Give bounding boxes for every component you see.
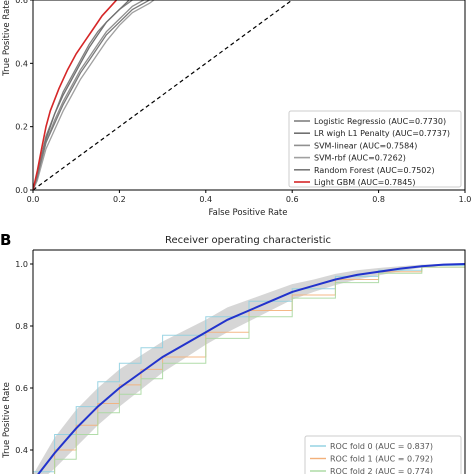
panel-a-legend-box [288, 110, 462, 188]
panel-b-legend-entry: ROC fold 1 (AUC = 0.792) [330, 455, 433, 464]
panel-b-ytick-label: 0.4 [15, 446, 28, 455]
panel-b-legend-entry: ROC fold 0 (AUC = 0.837) [330, 442, 433, 451]
panel-a-frame [32, 0, 466, 191]
panel-b-frame [32, 249, 466, 474]
panel-a-legend-entry: LR wigh L1 Penalty (AUC=0.7737) [314, 129, 450, 138]
panel-a-xtick-label: 0.4 [199, 195, 212, 204]
panel-a-series-line-3 [32, 0, 156, 191]
panel-b-mean-series [37, 263, 466, 474]
panel-a-xtick-label: 1.0 [459, 195, 472, 204]
panel-a-legend-entry: Logistic Regressio (AUC=0.7730) [314, 117, 446, 126]
panel-b-legend: ROC fold 0 (AUC = 0.837) ROC fold 1 (AUC … [304, 435, 462, 474]
panel-a-legend-entry: Light GBM (AUC=0.7845) [314, 178, 416, 187]
panel-a-ytick-label: 0.6 [15, 0, 28, 5]
panel-b-fold-line-2 [54, 264, 466, 474]
panel-a-legend-entry: SVM-rbf (AUC=0.7262) [314, 154, 406, 163]
panel-b-title: Receiver operating characteristic [165, 235, 331, 246]
panel-a-ytick-label: 0.4 [15, 59, 28, 68]
panel-a-legend: Logistic Regressio (AUC=0.7730) LR wigh L… [288, 110, 462, 188]
panel-a-series-line-0 [32, 0, 134, 191]
panel-a-chance-line [32, 0, 293, 191]
panel-a-xticks: 0.0 0.2 0.4 0.6 0.8 1.0 [27, 190, 472, 204]
panel-a-xtick-label: 0.2 [113, 195, 126, 204]
panel-a-chart: True Positive Rate False Positive Rate 0… [2, 0, 471, 218]
panel-a-ytick-label: 0.2 [15, 123, 28, 132]
panel-b-chart: B Receiver operating characteristic True… [0, 231, 466, 474]
panel-b-ytick-label: 0.6 [15, 384, 28, 393]
panel-b-legend-box [304, 435, 462, 474]
panel-b-ylabel: True Positive Rate [2, 382, 12, 459]
panel-a-series-line-1 [32, 0, 131, 191]
panel-a-xtick-label: 0.0 [27, 195, 40, 204]
panel-a-ytick-label: 0.0 [15, 186, 28, 195]
panel-a-xtick-label: 0.6 [286, 195, 299, 204]
panel-a-xlabel: False Positive Rate [209, 208, 288, 218]
panel-a-xtick-label: 0.8 [372, 195, 385, 204]
panel-b-ytick-label: 0.8 [15, 322, 28, 331]
panel-b-letter: B [0, 231, 11, 249]
panel-a-legend-entry: SVM-linear (AUC=0.7584) [314, 141, 417, 150]
panel-a-series-line-5 [32, 0, 118, 191]
panel-b-legend-entry: ROC fold 2 (AUC = 0.774) [330, 467, 433, 474]
panel-b-yticks: 1.0 0.8 0.6 0.4 [15, 260, 33, 455]
panel-b-ytick-label: 1.0 [15, 260, 28, 269]
panel-a-series [32, 0, 156, 191]
panel-b-mean-line [37, 263, 466, 474]
panel-a-series-line-4 [32, 0, 151, 191]
panel-a-ylabel: True Positive Rate [2, 0, 12, 77]
panel-a-yticks: 0.0 0.2 0.4 0.6 [15, 0, 33, 195]
panel-a-series-line-2 [32, 0, 146, 191]
panel-a-legend-entry: Random Forest (AUC=0.7502) [314, 166, 435, 175]
